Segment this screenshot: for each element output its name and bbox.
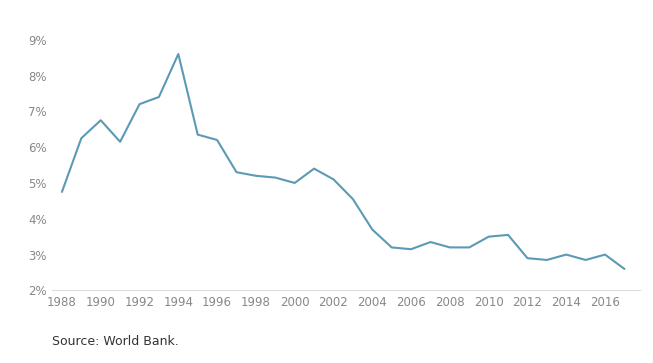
Text: Source: World Bank.: Source: World Bank.	[52, 335, 179, 348]
